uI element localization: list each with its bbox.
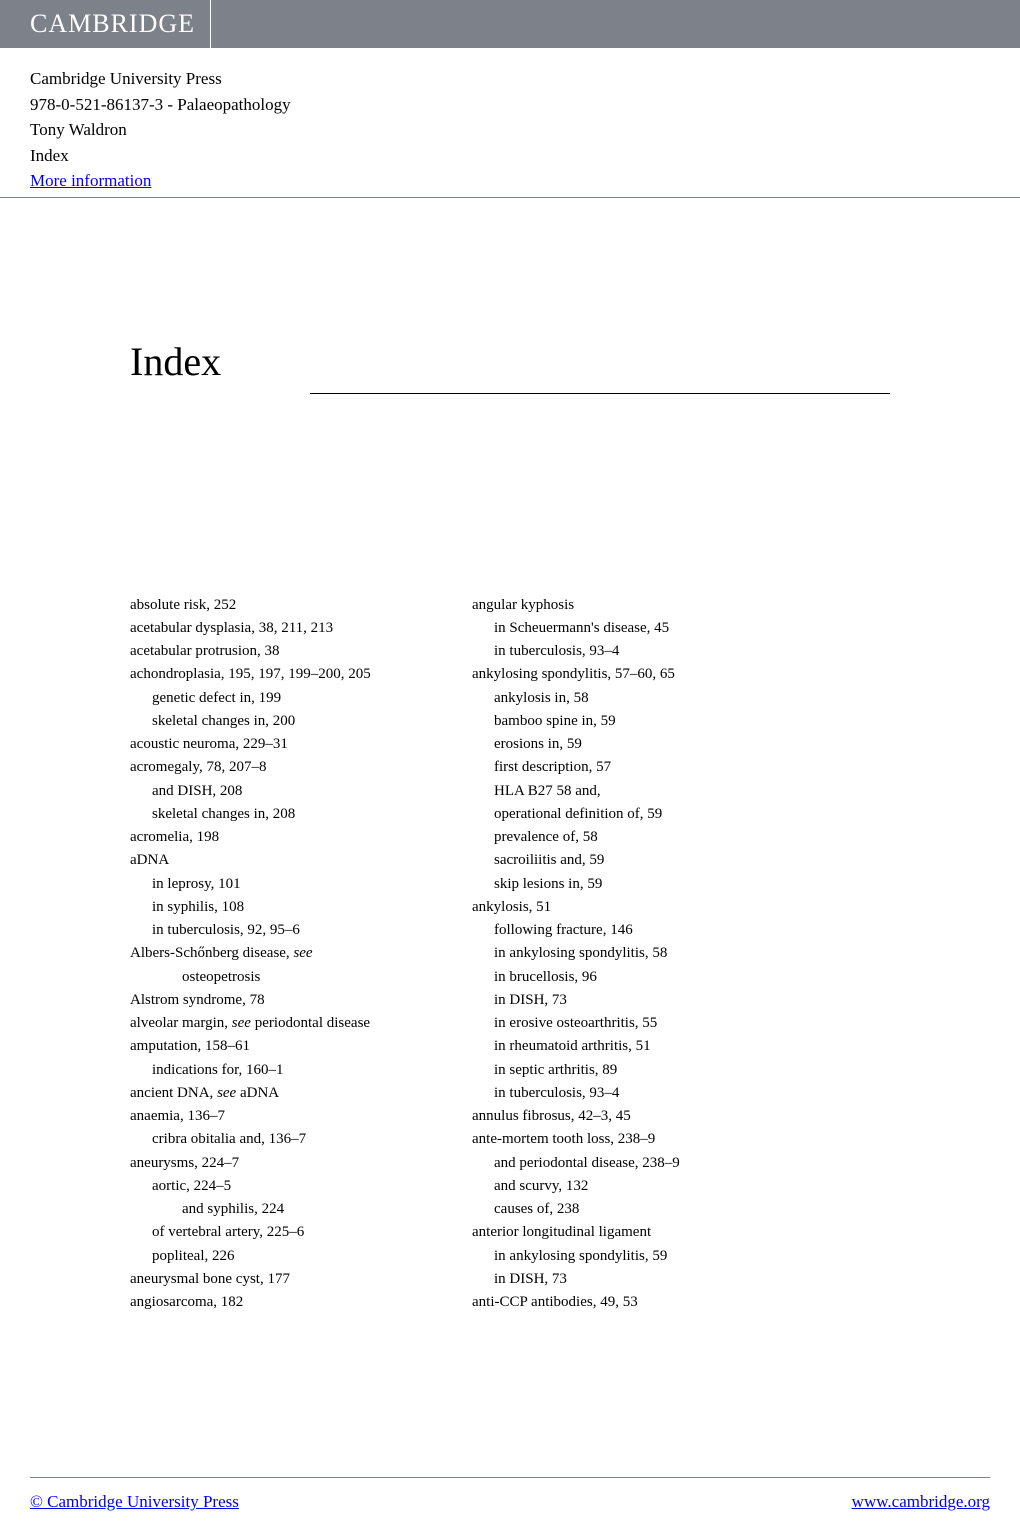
index-entry: and DISH, 208 (130, 780, 460, 803)
page-title: Index (130, 338, 1020, 385)
index-entry: in erosive osteoarthritis, 55 (472, 1012, 802, 1035)
index-entry: osteopetrosis (130, 966, 460, 989)
index-entry: first description, 57 (472, 756, 802, 779)
header-bar: CAMBRIDGE (0, 0, 1020, 48)
index-entry: genetic defect in, 199 (130, 687, 460, 710)
title-underline (310, 393, 890, 394)
index-entry: sacroiliitis and, 59 (472, 849, 802, 872)
index-entry: aDNA (130, 849, 460, 872)
index-entry: skeletal changes in, 208 (130, 803, 460, 826)
index-entry: anti-CCP antibodies, 49, 53 (472, 1291, 802, 1314)
index-entry: indications for, 160–1 (130, 1059, 460, 1082)
isbn-title: 978-0-521-86137-3 - Palaeopathology (30, 92, 1020, 118)
see-reference: see (232, 1015, 251, 1031)
index-entry: acromegaly, 78, 207–8 (130, 756, 460, 779)
index-entry: in ankylosing spondylitis, 59 (472, 1245, 802, 1268)
index-entry: acetabular protrusion, 38 (130, 640, 460, 663)
index-entry: ante-mortem tooth loss, 238–9 (472, 1128, 802, 1151)
section-name: Index (30, 143, 1020, 169)
index-entry: operational definition of, 59 (472, 803, 802, 826)
index-entry: in leprosy, 101 (130, 873, 460, 896)
index-entry: annulus fibrosus, 42–3, 45 (472, 1105, 802, 1128)
index-entry: amputation, 158–61 (130, 1035, 460, 1058)
index-entry: acromelia, 198 (130, 826, 460, 849)
right-column: angular kyphosisin Scheuermann's disease… (472, 594, 802, 1315)
index-entry: absolute risk, 252 (130, 594, 460, 617)
index-entry: ancient DNA, see aDNA (130, 1082, 460, 1105)
index-entry: following fracture, 146 (472, 919, 802, 942)
footer-content: © Cambridge University Press www.cambrid… (30, 1492, 990, 1512)
index-entry: ankylosing spondylitis, 57–60, 65 (472, 663, 802, 686)
index-entry: HLA B27 58 and, (472, 780, 802, 803)
footer: © Cambridge University Press www.cambrid… (0, 1477, 1020, 1512)
index-entry: in Scheuermann's disease, 45 (472, 617, 802, 640)
index-entry: causes of, 238 (472, 1198, 802, 1221)
index-entry: bamboo spine in, 59 (472, 710, 802, 733)
index-entry: anaemia, 136–7 (130, 1105, 460, 1128)
see-reference: see (217, 1085, 236, 1101)
index-entry: achondroplasia, 195, 197, 199–200, 205 (130, 663, 460, 686)
metadata-block: Cambridge University Press 978-0-521-861… (0, 48, 1020, 194)
index-entry: in brucellosis, 96 (472, 966, 802, 989)
index-entry: aneurysms, 224–7 (130, 1152, 460, 1175)
index-entry: ankylosis in, 58 (472, 687, 802, 710)
index-entry: and scurvy, 132 (472, 1175, 802, 1198)
index-entry: and syphilis, 224 (130, 1198, 460, 1221)
author-name: Tony Waldron (30, 117, 1020, 143)
index-entry: angiosarcoma, 182 (130, 1291, 460, 1314)
header-divider (210, 0, 211, 48)
more-information-link[interactable]: More information (30, 168, 151, 194)
index-entry: skip lesions in, 59 (472, 873, 802, 896)
see-reference: see (293, 945, 312, 961)
index-entry: in ankylosing spondylitis, 58 (472, 942, 802, 965)
index-entry: acoustic neuroma, 229–31 (130, 733, 460, 756)
index-content: absolute risk, 252acetabular dysplasia, … (130, 594, 1020, 1315)
index-entry: in tuberculosis, 93–4 (472, 640, 802, 663)
index-entry: angular kyphosis (472, 594, 802, 617)
publisher-name: Cambridge University Press (30, 66, 1020, 92)
footer-divider (30, 1477, 990, 1478)
index-entry: prevalence of, 58 (472, 826, 802, 849)
index-entry: alveolar margin, see periodontal disease (130, 1012, 460, 1035)
index-entry: in syphilis, 108 (130, 896, 460, 919)
header-content-divider (0, 197, 1020, 198)
index-entry: skeletal changes in, 200 (130, 710, 460, 733)
index-entry: in tuberculosis, 93–4 (472, 1082, 802, 1105)
index-entry: cribra obitalia and, 136–7 (130, 1128, 460, 1151)
index-entry: in tuberculosis, 92, 95–6 (130, 919, 460, 942)
index-entry: in DISH, 73 (472, 1268, 802, 1291)
left-column: absolute risk, 252acetabular dysplasia, … (130, 594, 460, 1315)
index-entry: acetabular dysplasia, 38, 211, 213 (130, 617, 460, 640)
website-link[interactable]: www.cambridge.org (852, 1492, 990, 1512)
index-entry: aortic, 224–5 (130, 1175, 460, 1198)
index-entry: in septic arthritis, 89 (472, 1059, 802, 1082)
index-entry: Albers-Schőnberg disease, see (130, 942, 460, 965)
index-entry: erosions in, 59 (472, 733, 802, 756)
cambridge-logo: CAMBRIDGE (30, 9, 195, 39)
index-entry: in rheumatoid arthritis, 51 (472, 1035, 802, 1058)
index-entry: anterior longitudinal ligament (472, 1221, 802, 1244)
index-entry: of vertebral artery, 225–6 (130, 1221, 460, 1244)
index-entry: aneurysmal bone cyst, 177 (130, 1268, 460, 1291)
index-entry: ankylosis, 51 (472, 896, 802, 919)
index-entry: and periodontal disease, 238–9 (472, 1152, 802, 1175)
index-entry: in DISH, 73 (472, 989, 802, 1012)
index-entry: popliteal, 226 (130, 1245, 460, 1268)
copyright-link[interactable]: © Cambridge University Press (30, 1492, 239, 1512)
index-entry: Alstrom syndrome, 78 (130, 989, 460, 1012)
